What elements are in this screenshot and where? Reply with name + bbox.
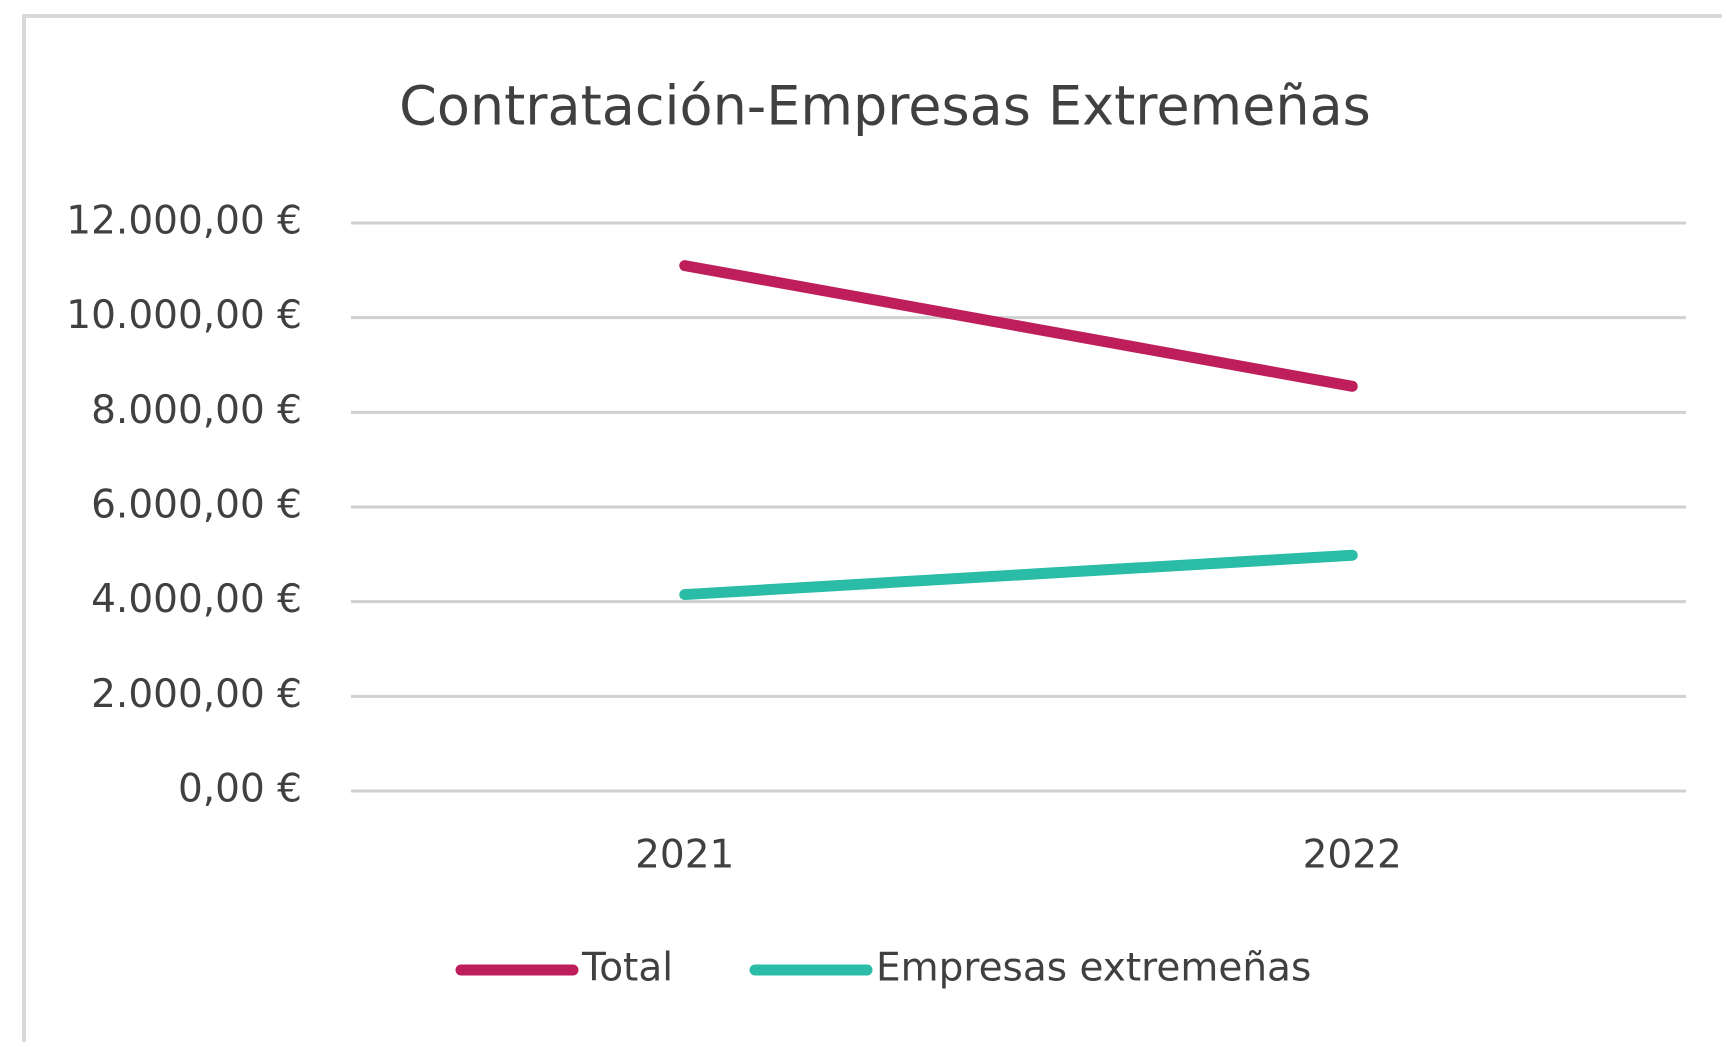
x-tick-label: 2021: [635, 833, 734, 878]
line-series: [679, 549, 1358, 601]
y-tick-label: 0,00 €: [178, 767, 302, 812]
chart-frame: [22, 14, 1722, 1042]
y-tick-label: 10.000,00 €: [66, 293, 302, 338]
y-tick-label: 2.000,00 €: [91, 672, 302, 717]
x-tick-label: 2022: [1303, 833, 1402, 878]
line-series: [679, 260, 1358, 392]
y-tick-label: 6.000,00 €: [91, 483, 302, 528]
legend-label: Empresas extremeñas: [876, 946, 1311, 991]
chart-title: Contratación-Empresas Extremeñas: [399, 75, 1371, 138]
y-tick-label: 12.000,00 €: [66, 199, 302, 244]
y-tick-label: 8.000,00 €: [91, 388, 302, 433]
y-tick-label: 4.000,00 €: [91, 577, 302, 622]
legend-label: Total: [581, 946, 673, 991]
